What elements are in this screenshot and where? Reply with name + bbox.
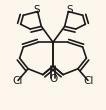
Text: S: S <box>66 6 73 16</box>
Text: O: O <box>49 74 57 84</box>
Text: Cl: Cl <box>83 76 94 86</box>
Text: S: S <box>33 6 40 16</box>
Text: Cl: Cl <box>12 76 23 86</box>
